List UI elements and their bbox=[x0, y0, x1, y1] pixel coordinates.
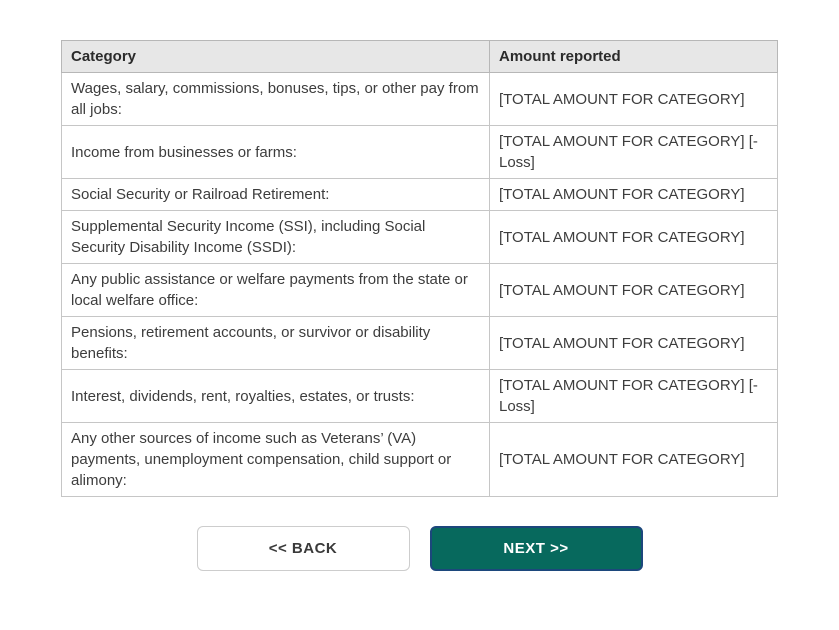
amount-cell: [TOTAL AMOUNT FOR CATEGORY] bbox=[489, 422, 778, 497]
category-cell: Social Security or Railroad Retirement: bbox=[61, 178, 490, 211]
amount-cell: [TOTAL AMOUNT FOR CATEGORY] [-Loss] bbox=[489, 125, 778, 179]
category-cell: Interest, dividends, rent, royalties, es… bbox=[61, 369, 490, 423]
table-row: Pensions, retirement accounts, or surviv… bbox=[61, 316, 778, 370]
next-button[interactable]: NEXT >> bbox=[429, 526, 643, 571]
table-row: Wages, salary, commissions, bonuses, tip… bbox=[61, 72, 778, 126]
amount-cell: [TOTAL AMOUNT FOR CATEGORY] bbox=[489, 263, 778, 317]
amount-cell: [TOTAL AMOUNT FOR CATEGORY] bbox=[489, 210, 778, 264]
amount-column-header: Amount reported bbox=[489, 40, 778, 73]
amount-cell: [TOTAL AMOUNT FOR CATEGORY] bbox=[489, 178, 778, 211]
category-cell: Income from businesses or farms: bbox=[61, 125, 490, 179]
table-row: Supplemental Security Income (SSI), incl… bbox=[61, 210, 778, 264]
amount-cell: [TOTAL AMOUNT FOR CATEGORY] [-Loss] bbox=[489, 369, 778, 423]
table-row: Income from businesses or farms: [TOTAL … bbox=[61, 125, 778, 179]
income-summary-table: Category Amount reported Wages, salary, … bbox=[61, 40, 778, 497]
category-cell: Pensions, retirement accounts, or surviv… bbox=[61, 316, 490, 370]
back-button[interactable]: << BACK bbox=[196, 526, 410, 571]
table-row: Social Security or Railroad Retirement: … bbox=[61, 178, 778, 211]
amount-cell: [TOTAL AMOUNT FOR CATEGORY] bbox=[489, 316, 778, 370]
table-row: Interest, dividends, rent, royalties, es… bbox=[61, 369, 778, 423]
amount-cell: [TOTAL AMOUNT FOR CATEGORY] bbox=[489, 72, 778, 126]
category-cell: Wages, salary, commissions, bonuses, tip… bbox=[61, 72, 490, 126]
category-column-header: Category bbox=[61, 40, 490, 73]
button-row: << BACK NEXT >> bbox=[0, 526, 839, 571]
category-cell: Any other sources of income such as Vete… bbox=[61, 422, 490, 497]
category-cell: Supplemental Security Income (SSI), incl… bbox=[61, 210, 490, 264]
table-row: Any public assistance or welfare payment… bbox=[61, 263, 778, 317]
table-row: Any other sources of income such as Vete… bbox=[61, 422, 778, 497]
category-cell: Any public assistance or welfare payment… bbox=[61, 263, 490, 317]
table-header-row: Category Amount reported bbox=[61, 40, 778, 73]
